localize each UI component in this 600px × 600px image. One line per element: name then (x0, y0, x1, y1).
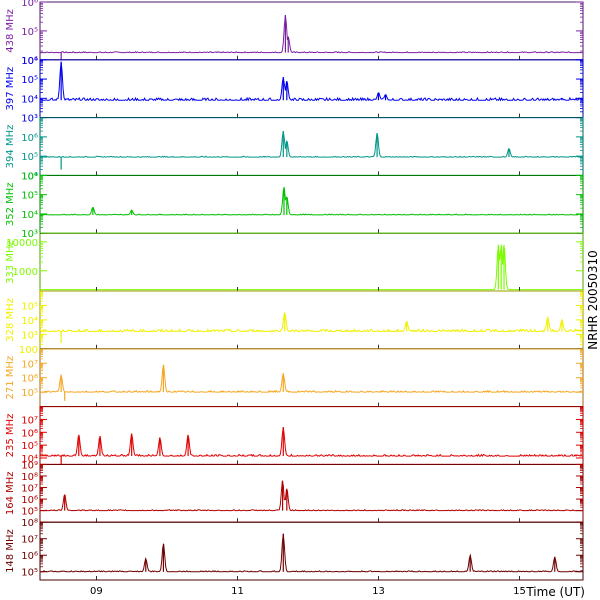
x-tick-label: 09 (90, 586, 103, 597)
signal-trace (39, 14, 583, 54)
panel-397-mhz: 10³ 10⁴ 10⁵ 10⁶ 397 MHz (5, 56, 584, 125)
y-tick-label: 10⁴ (21, 171, 38, 182)
y-tick-label: 10⁸ (21, 518, 38, 529)
y-tick-label: 10⁶ (21, 133, 38, 144)
panel-border (39, 1, 584, 61)
signal-trace (40, 481, 583, 512)
panel-border (39, 59, 584, 118)
freq-label: 438 MHz (5, 9, 16, 53)
panel-235-mhz: 10⁴ 10⁵ 10⁶ 10⁷ 235 MHz (5, 406, 584, 465)
station-date-label: NRHR 20050310 (586, 250, 600, 350)
panel-148-mhz: 10⁵ 10⁶ 10⁷ 10⁸ 148 MHz (5, 518, 584, 581)
signal-trace (40, 365, 583, 393)
y-tick-label: 10⁴ (21, 56, 38, 67)
signal-trace (40, 131, 584, 158)
x-tick-label: 13 (372, 586, 385, 597)
y-tick-label: 10⁵ (21, 568, 38, 579)
y-tick-label: 10⁴ (21, 210, 38, 221)
y-tick-label: 10⁷ (21, 415, 38, 426)
panel-frame (39, 348, 584, 408)
y-tick-label: 10⁵ (21, 441, 38, 452)
panel-438-mhz: 10⁴ 10⁵ 10⁶ 438 MHz (5, 0, 584, 67)
signal-trace (39, 311, 583, 333)
panel-frame (39, 463, 584, 523)
panel-frame (39, 59, 584, 119)
freq-label: 352 MHz (5, 182, 16, 226)
y-tick-label: 10⁶ (21, 56, 38, 67)
time-axis: Time (UT) 09 11 13 15 (90, 585, 585, 599)
panel-frame (39, 174, 584, 234)
freq-label: 333 MHz (5, 240, 16, 284)
freq-label: 397 MHz (5, 67, 16, 111)
y-tick-label: 10⁶ (21, 551, 38, 562)
x-axis-label: Time (UT) (525, 585, 585, 599)
y-tick-label: 10⁵ (21, 191, 38, 202)
y-tick-label: 10⁶ (21, 428, 38, 439)
panel-271-mhz: 10⁵ 10⁶ 10⁷ 271 MHz (5, 348, 584, 408)
y-tick-label: 10⁵ (21, 388, 38, 399)
panel-frame (39, 290, 584, 350)
y-tick-label: 10⁶ (21, 0, 38, 9)
y-tick-label: 10⁴ (21, 454, 38, 465)
y-tick-label: 10⁷ (21, 484, 38, 495)
panel-border (39, 290, 584, 350)
y-tick-label: 10³ (21, 330, 38, 341)
y-tick-label: 10⁶ (21, 374, 38, 385)
y-tick-label: 10⁸ (21, 472, 38, 483)
freq-label: 394 MHz (5, 125, 16, 169)
panel-328-mhz: 100 10³ 10⁴ 10⁵ 328 MHz (5, 290, 584, 356)
signal-trace (40, 187, 584, 216)
y-tick-label: 10000 (6, 238, 38, 249)
freq-label: 271 MHz (5, 356, 16, 400)
y-tick-label: 10³ (21, 114, 38, 125)
y-tick-label: 10⁷ (21, 535, 38, 546)
y-tick-label: 10⁵ (21, 152, 38, 163)
signal-trace (39, 427, 584, 458)
y-tick-label: 10³ (21, 229, 38, 240)
y-tick-label: 10⁵ (21, 507, 38, 518)
x-tick-label: 15 (513, 586, 526, 597)
y-tick-label: 10⁵ (21, 27, 38, 38)
panel-frame (39, 117, 584, 176)
y-tick-label: 1000 (13, 267, 38, 278)
freq-label: 328 MHz (5, 298, 16, 342)
y-tick-label: 10⁴ (21, 316, 38, 327)
signal-trace (40, 245, 583, 291)
panel-border (39, 521, 584, 581)
panel-border (39, 348, 584, 407)
panel-border (39, 464, 584, 523)
y-tick-label: 10⁵ (21, 301, 38, 312)
freq-label: 164 MHz (5, 471, 16, 515)
signal-trace (40, 533, 584, 573)
panel-352-mhz: 10³ 10⁴ 10⁵ 10⁶ 352 MHz (5, 171, 584, 240)
panel-frame (39, 1, 584, 61)
y-tick-label: 10⁹ (21, 460, 38, 471)
freq-label: 148 MHz (5, 529, 16, 573)
y-tick-label: 10⁴ (21, 94, 38, 105)
y-tick-label: 10⁷ (21, 359, 38, 370)
panel-border (39, 175, 584, 234)
freq-label: 235 MHz (5, 414, 16, 458)
signal-trace (39, 61, 584, 102)
y-tick-label: 10⁶ (21, 171, 38, 182)
y-tick-label: 10⁵ (21, 75, 38, 86)
y-tick-label: 10⁶ (21, 495, 38, 506)
y-tick-label: 100 (19, 345, 38, 356)
x-tick-label: 11 (231, 586, 244, 597)
panel-border (39, 117, 584, 176)
panel-394-mhz: 10⁴ 10⁵ 10⁶ 394 MHz (5, 117, 584, 182)
